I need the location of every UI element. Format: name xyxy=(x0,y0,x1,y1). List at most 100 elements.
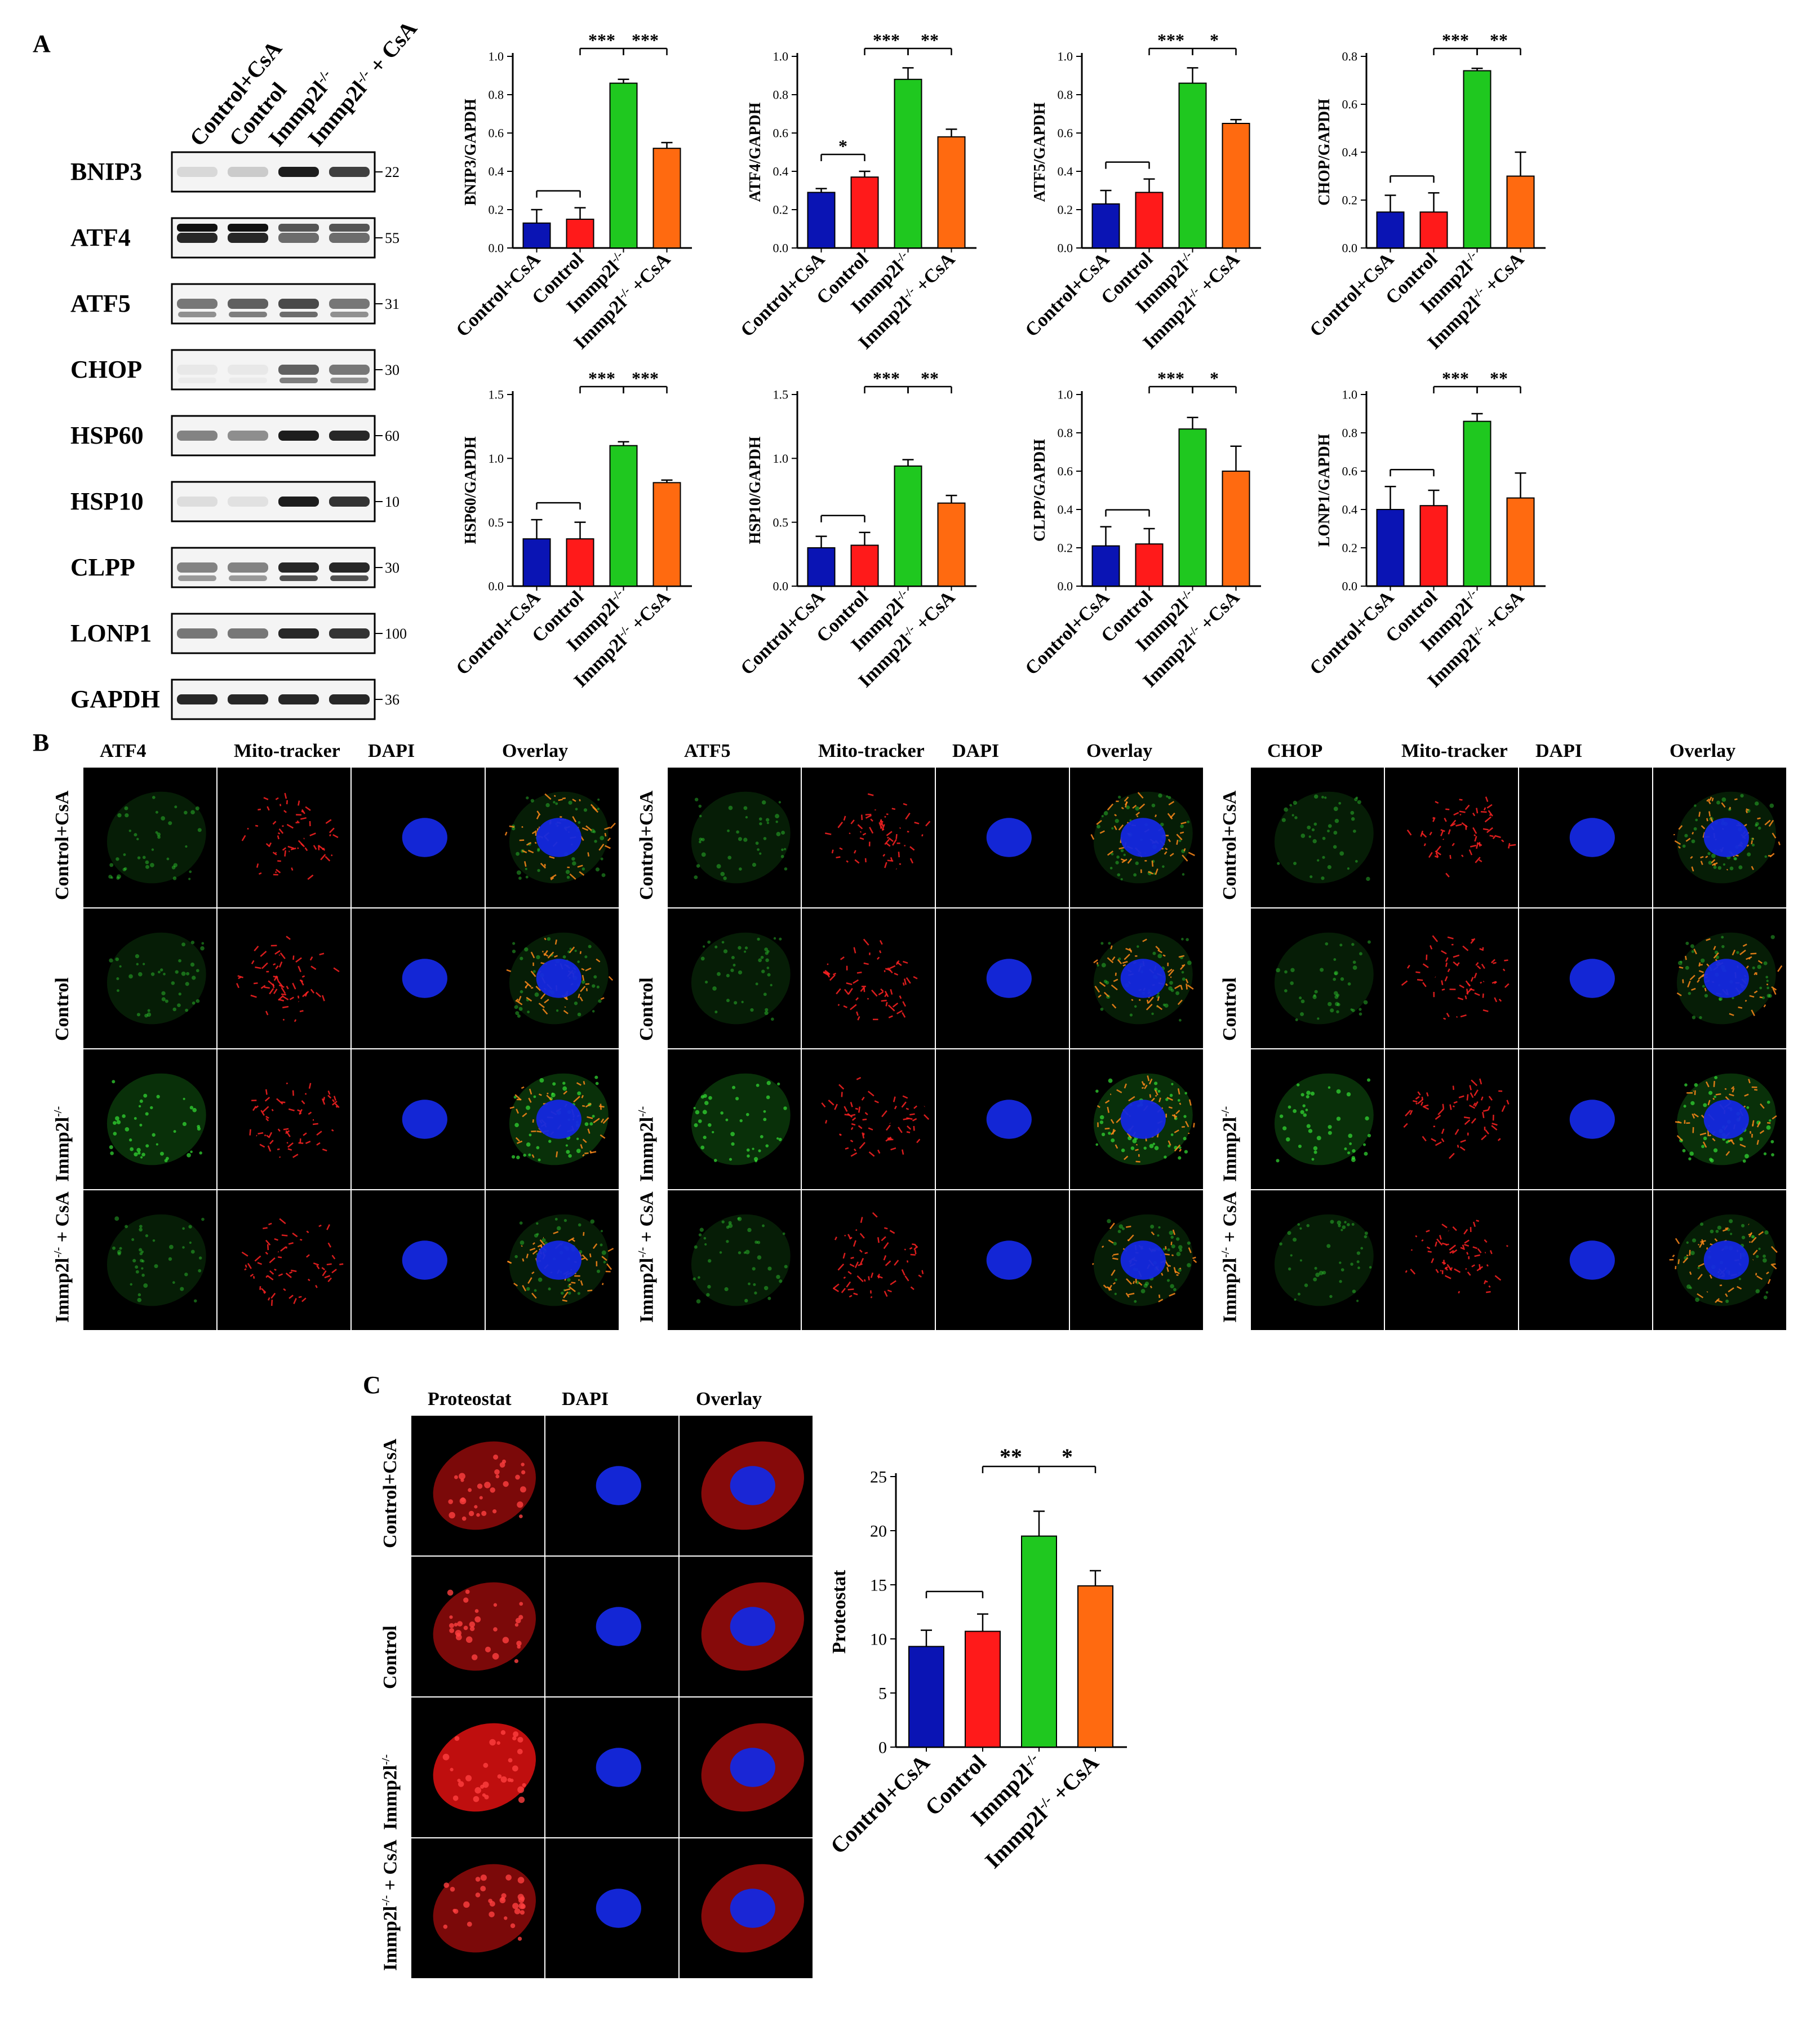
significance-bracket: * xyxy=(820,136,865,161)
blot-band xyxy=(279,312,318,317)
y-tick-label: 25 xyxy=(870,1468,887,1487)
blot-row-gapdh: GAPDH 36 xyxy=(70,679,399,720)
panel-label-a: A xyxy=(33,30,51,57)
y-tick-label: 0.5 xyxy=(773,515,789,529)
if-row-label: Control+CsA xyxy=(1219,790,1240,900)
y-tick-label: 0.0 xyxy=(773,579,789,593)
blot-band xyxy=(279,575,318,581)
if-row-label: Immp2l-/- xyxy=(52,1106,73,1182)
bar xyxy=(894,78,922,249)
if-column-header: Overlay xyxy=(502,741,569,761)
micrograph-overlay xyxy=(1653,768,1786,907)
micrograph-green xyxy=(83,768,216,907)
significance-label: ** xyxy=(921,34,939,50)
y-tick-label: 0.8 xyxy=(773,88,789,102)
significance-bracket xyxy=(1390,468,1435,477)
y-tick-label: 0.0 xyxy=(1342,579,1358,593)
y-axis-label: ATF4/GAPDH xyxy=(747,102,764,202)
significance-bracket xyxy=(536,190,581,198)
micrograph-blue xyxy=(936,768,1069,907)
kda-label: 30 xyxy=(385,362,399,378)
micrograph-blue xyxy=(352,1190,485,1330)
micrograph-blue xyxy=(936,1049,1069,1189)
kda-label: 55 xyxy=(385,230,399,246)
significance-label: *** xyxy=(1157,372,1184,388)
kda-label: 36 xyxy=(385,692,399,708)
if-column-header: ATF5 xyxy=(684,741,731,761)
micrograph-red xyxy=(1385,1049,1518,1189)
y-axis-label: ATF5/GAPDH xyxy=(1031,102,1049,202)
micrograph-overlay xyxy=(486,1190,619,1330)
micrograph-overlay xyxy=(1653,1049,1786,1189)
y-axis-label: LONP1/GAPDH xyxy=(1316,433,1333,547)
y-tick-label: 0.2 xyxy=(1342,541,1358,555)
if-panel-b: ATF4 Mito-tracker DAPI Overlay Control+CsA Co… xyxy=(0,727,1820,1347)
bar-chart-clpp: 0.00.20.40.60.81.0CLPP/GAPDHControl+CsAC… xyxy=(1022,372,1261,692)
significance-label: *** xyxy=(588,34,615,50)
y-tick-label: 0.4 xyxy=(1058,165,1073,179)
micrograph-green xyxy=(83,1049,216,1189)
blot-band xyxy=(177,431,217,441)
blot-band xyxy=(228,167,268,177)
y-tick-label: 1.0 xyxy=(773,50,789,64)
if-column-header: Mito-tracker xyxy=(1401,741,1508,761)
if-column-header: DAPI xyxy=(1535,741,1583,761)
significance-label: *** xyxy=(1157,34,1184,50)
if-row-label: Control+CsA xyxy=(380,1438,401,1548)
y-tick-label: 0.0 xyxy=(1058,579,1073,593)
significance-bracket xyxy=(1105,509,1150,517)
micrograph-red xyxy=(217,1190,350,1330)
significance-label: *** xyxy=(588,372,615,388)
y-tick-label: 0.6 xyxy=(489,126,504,140)
micrograph-green xyxy=(668,1049,801,1189)
significance-bracket: *** xyxy=(1148,34,1193,55)
bar xyxy=(566,219,594,249)
bar xyxy=(1463,420,1491,587)
blot-row-hsp10: HSP10 10 xyxy=(70,481,399,522)
micrograph-green xyxy=(668,908,801,1048)
blot-band xyxy=(278,299,319,309)
blot-band xyxy=(329,431,370,441)
y-tick-label: 0.8 xyxy=(1342,50,1358,64)
blot-band xyxy=(329,497,370,507)
if-column-header: DAPI xyxy=(562,1389,609,1410)
blot-row-hsp60: HSP60 60 xyxy=(70,415,399,457)
blot-band xyxy=(228,299,268,309)
micrograph-blue xyxy=(352,1049,485,1189)
blot-band xyxy=(228,562,268,573)
y-tick-label: 0.0 xyxy=(1058,241,1073,255)
blot-row-bnip3: BNIP3 22 xyxy=(70,151,399,193)
micrograph-red xyxy=(802,908,935,1048)
blot-band xyxy=(177,562,217,573)
significance-bracket: * xyxy=(1192,372,1237,393)
y-tick-label: 0.0 xyxy=(1342,241,1358,255)
blot-band xyxy=(228,628,268,639)
blot-band xyxy=(228,694,268,704)
bar-chart-atf5: 0.00.20.40.60.81.0ATF5/GAPDHControl+CsAC… xyxy=(1022,34,1261,353)
panel-label-b: B xyxy=(33,729,50,756)
significance-bracket: *** xyxy=(1148,372,1193,393)
significance-label: *** xyxy=(632,372,659,388)
bar xyxy=(1376,509,1405,587)
bar xyxy=(1506,175,1535,249)
blot-band xyxy=(178,378,216,383)
significance-bracket: *** xyxy=(864,34,909,55)
blot-band xyxy=(278,365,319,375)
blot-band xyxy=(177,628,217,639)
micrograph-green xyxy=(668,768,801,907)
y-tick-label: 0.2 xyxy=(1058,541,1073,555)
y-tick-label: 1.0 xyxy=(1342,388,1358,402)
y-tick-label: 0.8 xyxy=(1058,426,1073,440)
micrograph-red xyxy=(1385,1190,1518,1330)
kda-label: 22 xyxy=(385,164,399,180)
y-tick-label: 0.5 xyxy=(489,515,504,529)
protein-label: ATF5 xyxy=(70,290,131,317)
bar xyxy=(1463,70,1491,249)
micrograph-green xyxy=(83,1190,216,1330)
y-tick-label: 1.5 xyxy=(489,388,504,402)
micrograph-green xyxy=(1251,1190,1384,1330)
micrograph-blue xyxy=(352,768,485,907)
significance-bracket: * xyxy=(1038,1444,1097,1473)
bar xyxy=(807,192,836,249)
y-tick-label: 1.5 xyxy=(773,388,789,402)
